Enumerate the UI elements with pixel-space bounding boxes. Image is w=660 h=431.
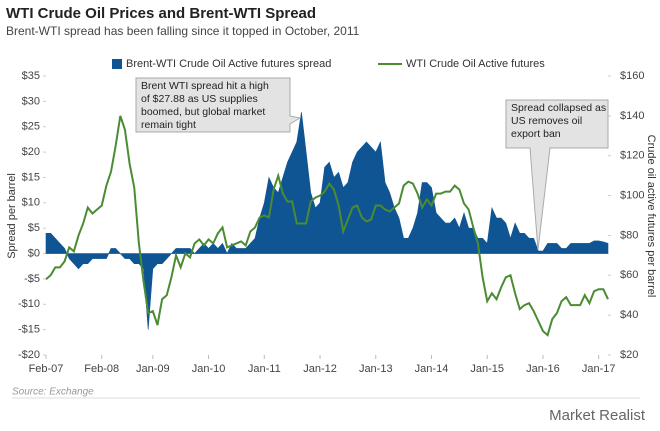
x-tick-label: Jan-12 xyxy=(303,363,337,375)
y-tick-label: -$10 xyxy=(18,298,40,310)
y-tick-label: $15 xyxy=(22,171,40,183)
callout-box xyxy=(135,77,302,133)
annotation-text: boomed, but global market xyxy=(141,106,265,118)
chart-subtitle: Brent-WTI spread has been falling since … xyxy=(6,24,360,38)
wti-line xyxy=(45,115,609,337)
y2-tick-label: $40 xyxy=(620,309,638,321)
y-tick-label: -$20 xyxy=(18,349,40,361)
annotation-text: US removes oil xyxy=(511,115,582,127)
callout-box xyxy=(505,99,609,251)
y2-tick-label: $100 xyxy=(620,189,644,201)
x-tick-label: Jan-16 xyxy=(526,363,560,375)
y-tick-label: $5 xyxy=(28,222,40,234)
x-tick-label: Jan-15 xyxy=(470,363,504,375)
callouts xyxy=(135,77,609,251)
x-tick-label: Feb-08 xyxy=(84,363,119,375)
x-tick-label: Jan-09 xyxy=(136,363,170,375)
spread-area xyxy=(45,112,609,330)
y-tick-label: $20 xyxy=(22,146,40,158)
chart-title: WTI Crude Oil Prices and Brent-WTI Sprea… xyxy=(6,5,316,22)
y2-axis-label: Crude oil active futures per barrel xyxy=(645,135,657,298)
x-tick-label: Feb-07 xyxy=(29,363,64,375)
annotation-text: Spread collapsed as xyxy=(511,102,606,114)
y-tick-label: -$5 xyxy=(24,273,40,285)
y-tick-label: $0 xyxy=(28,247,40,259)
y2-tick-label: $140 xyxy=(620,110,644,122)
annotation-text: export ban xyxy=(511,128,561,140)
y-axis-label: Spread per barrel xyxy=(6,173,18,259)
source: Source: Exchange xyxy=(12,387,94,398)
y-tick-label: $35 xyxy=(22,70,40,82)
x-tick-label: Jan-10 xyxy=(192,363,226,375)
y2-tick-label: $80 xyxy=(620,229,638,241)
x-tick-label: Jan-14 xyxy=(415,363,449,375)
annotation-text: Brent WTI spread hit a high xyxy=(141,80,269,92)
annotation-text: remain tight xyxy=(141,119,196,131)
y-tick-label: $25 xyxy=(22,121,40,133)
x-tick-label: Jan-17 xyxy=(582,363,616,375)
legend-label: Brent-WTI Crude Oil Active futures sprea… xyxy=(126,58,331,70)
y2-tick-label: $20 xyxy=(620,349,638,361)
x-tick-label: Jan-13 xyxy=(359,363,393,375)
legend-swatch xyxy=(112,59,122,69)
y2-tick-label: $120 xyxy=(620,150,644,162)
annotation-text: of $27.88 as US supplies xyxy=(141,93,258,105)
y-tick-label: -$15 xyxy=(18,324,40,336)
y2-tick-label: $160 xyxy=(620,70,644,82)
x-tick-label: Jan-11 xyxy=(248,363,281,375)
legend-label: WTI Crude Oil Active futures xyxy=(406,58,545,70)
brand: Market Realist xyxy=(549,407,646,424)
y2-tick-label: $60 xyxy=(620,269,638,281)
y-tick-label: $10 xyxy=(22,197,40,209)
y-tick-label: $30 xyxy=(22,95,40,107)
